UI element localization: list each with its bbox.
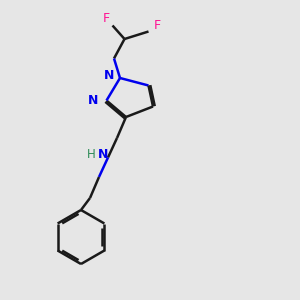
Text: F: F: [154, 19, 161, 32]
Text: F: F: [103, 11, 110, 25]
Text: N: N: [98, 148, 109, 161]
Text: N: N: [104, 69, 115, 82]
Text: N: N: [88, 94, 98, 107]
Text: H: H: [87, 148, 96, 161]
